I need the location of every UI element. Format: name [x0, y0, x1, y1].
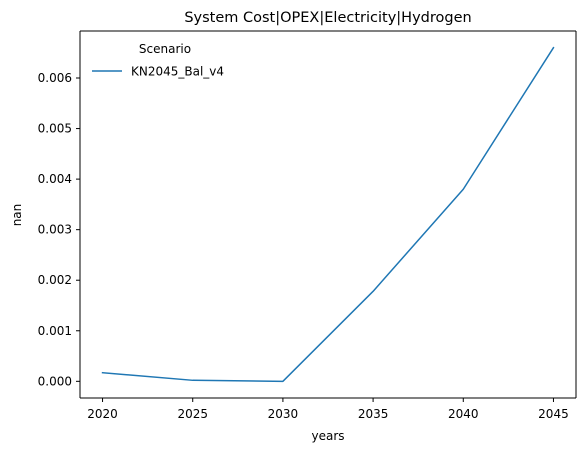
- y-tick-label: 0.005: [38, 122, 72, 136]
- y-tick-label: 0.003: [38, 223, 72, 237]
- y-tick-label: 0.001: [38, 324, 72, 338]
- plot-area: [80, 31, 576, 398]
- axes-spines: [79, 30, 577, 399]
- legend-title: Scenario: [139, 42, 191, 56]
- plot-area-background: [80, 31, 576, 398]
- y-axis-label: nan: [10, 204, 24, 227]
- chart-title: System Cost|OPEX|Electricity|Hydrogen: [184, 10, 471, 26]
- x-axis-label: years: [311, 429, 344, 443]
- x-tick-label: 2025: [177, 407, 208, 421]
- x-tick-label: 2020: [87, 407, 118, 421]
- y-tick-label: 0.006: [38, 71, 72, 85]
- x-tick-label: 2030: [268, 407, 299, 421]
- legend: Scenario KN2045_Bal_v4: [92, 42, 224, 79]
- series-layer: [101, 46, 555, 383]
- y-tick-label: 0.002: [38, 273, 72, 287]
- y-tick-label: 0.004: [38, 172, 72, 186]
- series-line: [101, 46, 555, 383]
- y-axis-ticks: 0.000 0.001 0.002 0.003 0.004 0.005 0.006: [38, 71, 80, 388]
- legend-label: KN2045_Bal_v4: [131, 65, 224, 79]
- y-tick-label: 0.000: [38, 374, 72, 388]
- x-tick-label: 2035: [358, 407, 389, 421]
- x-axis-ticks: 2020 2025 2030 2035 2040 2045: [87, 398, 569, 421]
- x-tick-label: 2040: [448, 407, 479, 421]
- x-tick-label: 2045: [538, 407, 569, 421]
